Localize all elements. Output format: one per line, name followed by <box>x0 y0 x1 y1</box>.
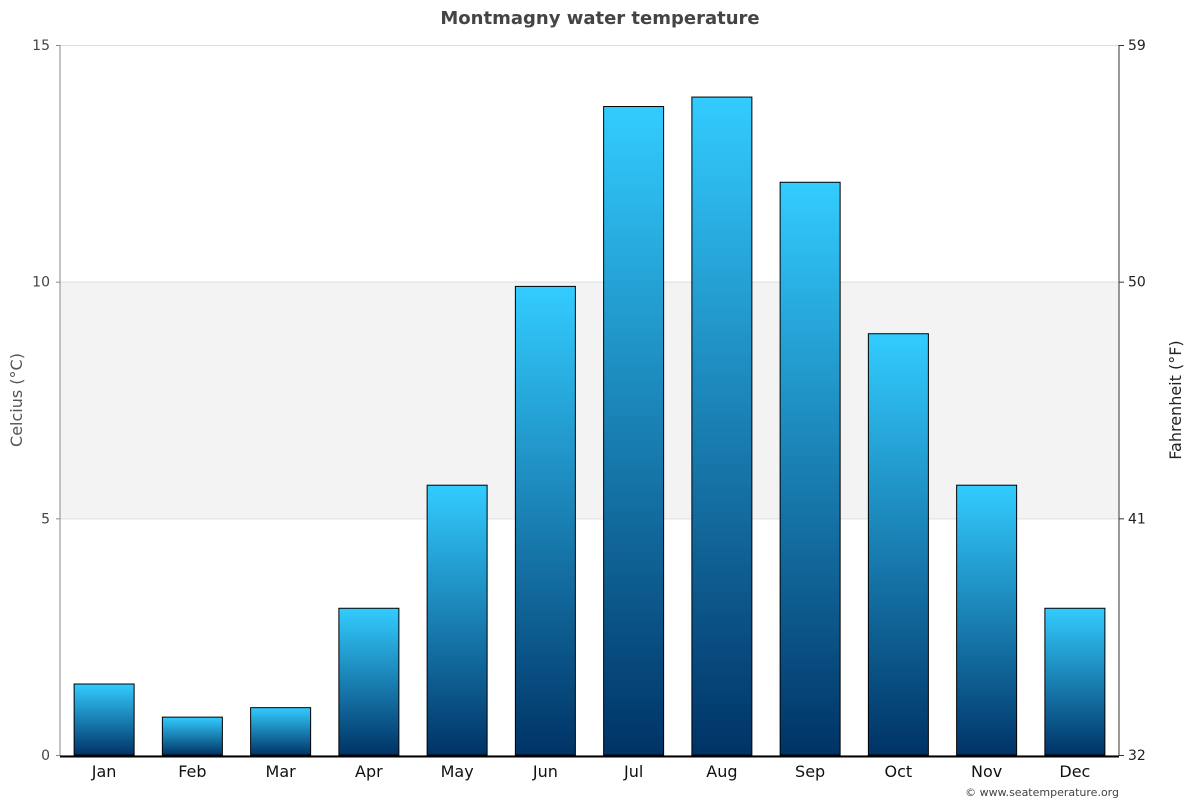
bar-apr <box>338 607 400 756</box>
y2-tick-label: 50 <box>1128 275 1146 291</box>
y-axis-label: Celcius (°C) <box>7 353 26 447</box>
bar-dec <box>1044 607 1106 756</box>
bar-jun <box>514 285 576 756</box>
bar-sep <box>779 181 841 756</box>
bar-feb <box>161 716 223 756</box>
y2-axis-label: Fahrenheit (°F) <box>1166 340 1185 459</box>
x-tick-label: May <box>441 762 474 781</box>
x-tick-label: Jul <box>623 762 643 781</box>
x-tick-label: Aug <box>706 762 737 781</box>
chart-title: Montmagny water temperature <box>440 8 759 29</box>
y2-tick-label: 32 <box>1128 748 1146 764</box>
bar-jul <box>603 106 665 756</box>
x-tick-label: Mar <box>266 762 297 781</box>
y2-tick-label: 59 <box>1128 38 1146 54</box>
bar-nov <box>956 484 1018 756</box>
bar-mar <box>250 707 312 756</box>
x-tick-label: Jan <box>91 762 117 781</box>
y-tick-label: 0 <box>41 748 50 764</box>
bar-oct <box>867 333 929 756</box>
bar-aug <box>691 96 753 756</box>
x-tick-label: Apr <box>355 762 383 781</box>
x-tick-label: Feb <box>178 762 206 781</box>
bar-jan <box>73 683 135 756</box>
x-tick-label: Nov <box>971 762 1002 781</box>
credit: © www.seatemperature.org <box>965 786 1119 799</box>
x-tick-label: Sep <box>795 762 825 781</box>
x-tick-label: Dec <box>1059 762 1090 781</box>
bar-may <box>426 484 488 756</box>
x-tick-label: Jun <box>532 762 558 781</box>
shaded-band <box>60 281 1119 519</box>
y-tick-label: 15 <box>32 38 50 54</box>
x-tick-label: Oct <box>885 762 913 781</box>
y-tick-label: 10 <box>32 275 50 291</box>
y2-tick-label: 41 <box>1128 511 1146 527</box>
y-tick-label: 5 <box>41 511 50 527</box>
